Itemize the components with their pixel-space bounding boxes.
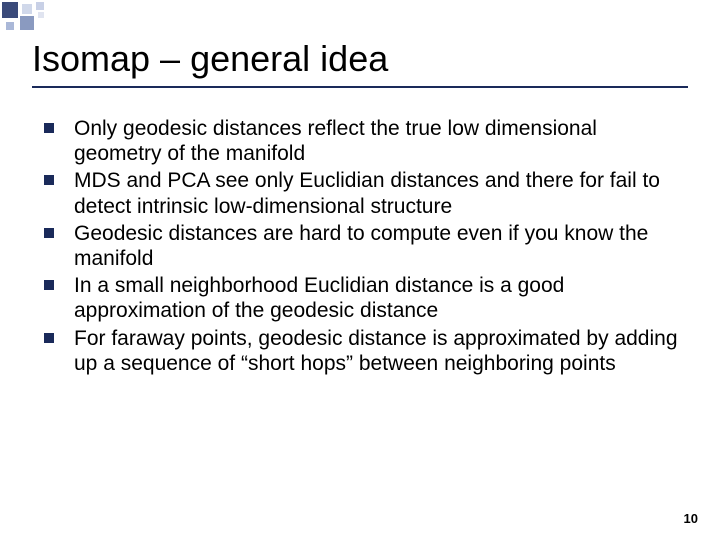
slide-title: Isomap – general idea [32,38,688,80]
slide-content: Isomap – general idea Only geodesic dist… [32,38,688,520]
bullet-marker-icon [44,228,54,238]
list-item: MDS and PCA see only Euclidian distances… [42,168,688,218]
corner-decoration [0,0,120,40]
deco-square [20,16,34,30]
bullet-list: Only geodesic distances reflect the true… [32,116,688,376]
deco-square [2,2,18,18]
bullet-text: MDS and PCA see only Euclidian distances… [74,169,660,217]
deco-square [6,22,14,30]
bullet-text: In a small neighborhood Euclidian distan… [74,274,564,322]
list-item: Only geodesic distances reflect the true… [42,116,688,166]
list-item: For faraway points, geodesic distance is… [42,326,688,376]
deco-square [36,2,44,10]
bullet-marker-icon [44,280,54,290]
bullet-marker-icon [44,175,54,185]
title-underline [32,86,688,88]
deco-square [38,12,44,18]
bullet-text: Geodesic distances are hard to compute e… [74,222,648,270]
bullet-marker-icon [44,333,54,343]
bullet-marker-icon [44,123,54,133]
list-item: Geodesic distances are hard to compute e… [42,221,688,271]
bullet-text: Only geodesic distances reflect the true… [74,117,597,165]
page-number: 10 [684,511,698,526]
deco-square [22,4,32,14]
bullet-text: For faraway points, geodesic distance is… [74,327,678,375]
list-item: In a small neighborhood Euclidian distan… [42,273,688,323]
